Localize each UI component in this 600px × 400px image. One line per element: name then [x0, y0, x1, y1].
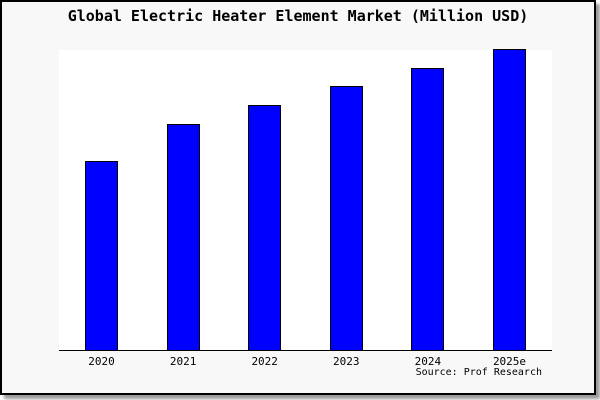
bar-2020 [85, 161, 118, 350]
bar-2025e [493, 49, 526, 350]
x-tick-label-2023: 2023 [333, 355, 360, 368]
bar-2023 [329, 86, 363, 350]
source-note: Source: Prof Research [415, 367, 542, 378]
bar-2021 [166, 124, 200, 350]
x-tick-label-2025e: 2025e [492, 355, 527, 368]
chart-title: Global Electric Heater Element Market (M… [67, 7, 529, 25]
x-tick-label-2020: 2020 [88, 355, 115, 368]
x-tick-label-2021: 2021 [169, 355, 197, 368]
plot-area [59, 49, 552, 351]
x-tick-label-2024: 2024 [414, 355, 442, 368]
bar-2022 [248, 105, 282, 350]
x-tick-label-2022: 2022 [251, 355, 278, 368]
bar-2024 [411, 68, 445, 350]
